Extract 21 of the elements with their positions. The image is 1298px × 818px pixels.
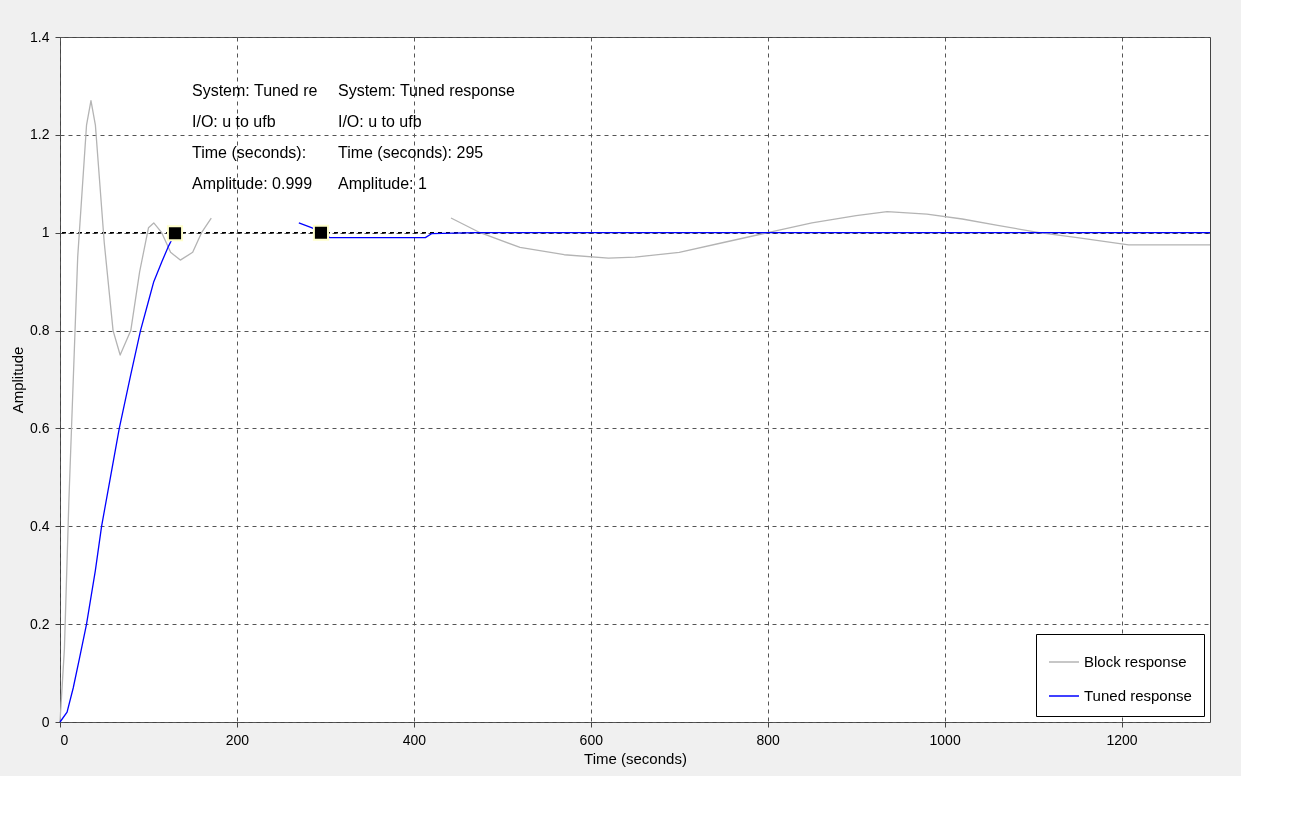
x-tick-label: 1000 [929, 731, 961, 748]
y-tick-label: 1.4 [30, 28, 50, 45]
annotation: System: Tuned response I/O: u to ufb Time (seconds): 295 Amplitude: 1 [337, 81, 516, 192]
x-axis-title: Time (seconds) [584, 749, 687, 767]
y-tick-label: 1 [41, 224, 50, 241]
y-tick-label: 0.8 [30, 322, 50, 339]
y-tick-label: 0.6 [30, 419, 50, 436]
y-tick-label: 0.2 [30, 615, 50, 632]
y-tick-label: 0.4 [30, 517, 50, 534]
y-axis-title: Amplitude [9, 346, 27, 414]
y-tick-label: 1.2 [30, 126, 50, 143]
x-tick-label: 1200 [1106, 731, 1138, 748]
x-tick-label: 0 [60, 731, 69, 748]
x-tick-label: 400 [402, 731, 427, 748]
annotation: System: Tuned re I/O: u to ufb Time (seconds): Amplitude: 0.999 [192, 82, 318, 193]
x-tick-label: 600 [579, 731, 604, 748]
y-tick-label: 0 [41, 713, 50, 730]
x-tick-label: 800 [756, 731, 781, 748]
legend-label: Tuned response [1084, 687, 1192, 704]
x-tick-label: 200 [225, 731, 250, 748]
legend-label: Block response [1084, 653, 1187, 670]
